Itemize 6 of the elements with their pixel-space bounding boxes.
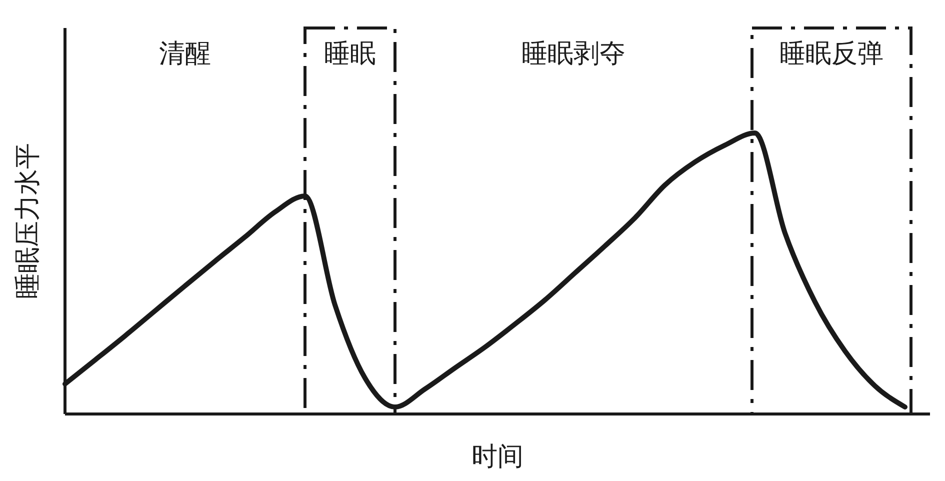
x-axis-title: 时间	[472, 442, 524, 472]
text: 睡眠反弹	[780, 39, 884, 69]
text: 清醒	[159, 39, 211, 69]
text: 睡眠	[324, 39, 376, 69]
text: 睡眠剥夺	[522, 39, 626, 69]
y-axis-title: 睡眠压力水平	[13, 143, 43, 299]
